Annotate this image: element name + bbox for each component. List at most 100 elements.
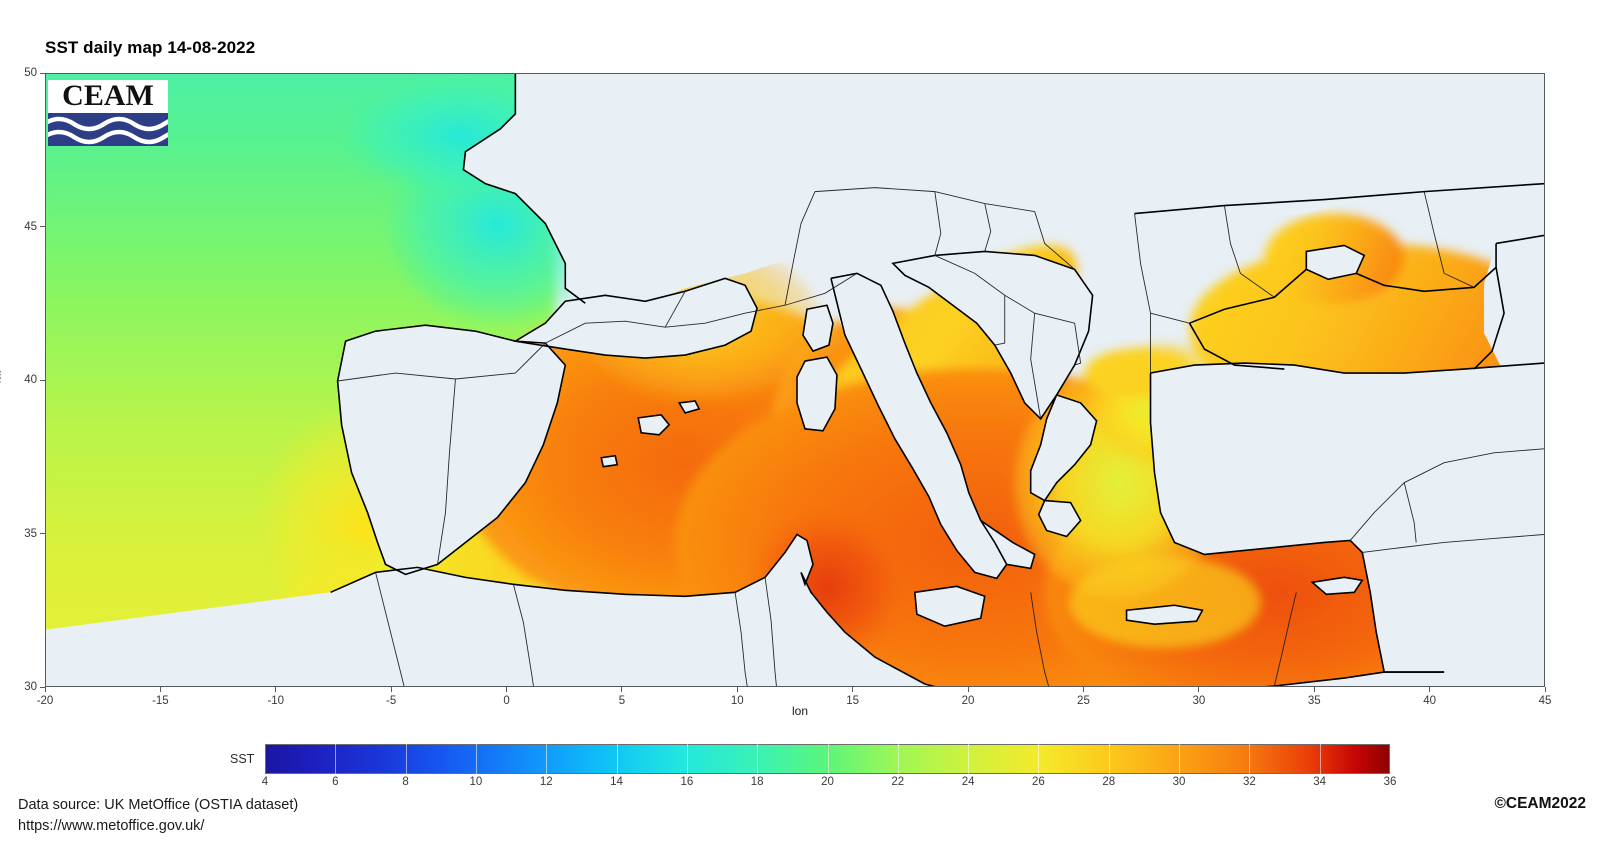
x-tick-mark	[159, 687, 161, 692]
y-tick-label: 45	[24, 220, 37, 233]
colorbar-tick-mark	[405, 744, 407, 774]
x-tick-label: 35	[1307, 695, 1321, 707]
land-anatolia-levant	[1150, 363, 1544, 673]
colorbar-tick-mark	[475, 744, 477, 774]
land-north-africa	[46, 557, 1544, 686]
colorbar-tick-label: 16	[680, 776, 694, 788]
colorbar-tick-mark	[1249, 744, 1251, 774]
y-tick-mark	[40, 226, 45, 227]
y-tick-mark	[40, 686, 45, 688]
colorbar-tick-mark	[1179, 744, 1181, 774]
land-apulia	[980, 520, 1035, 569]
colorbar-tick-mark	[546, 744, 548, 774]
colorbar-tick-label: 22	[891, 776, 905, 788]
land-corsica	[802, 305, 833, 352]
x-tick-mark	[506, 687, 508, 692]
x-tick-label: 25	[1077, 695, 1090, 707]
colorbar[interactable]: 4 6 8 10 12 14 16 18 20 22 24 26 28 30 32 34 36	[262, 744, 1396, 788]
land-iberia	[337, 325, 566, 575]
colorbar-tick-mark	[1390, 744, 1391, 774]
x-tick-mark	[44, 687, 46, 692]
land-italy	[830, 273, 1007, 579]
colorbar-tick-mark	[616, 744, 618, 774]
land-mallorca	[638, 414, 670, 435]
x-tick-label: 30	[1192, 695, 1206, 707]
ceam-logo-waves-icon	[48, 113, 168, 146]
copyright-icon: ©	[1494, 795, 1506, 812]
country-borders-group	[337, 187, 1544, 686]
data-source-url[interactable]: https://www.metoffice.gov.uk/	[18, 818, 205, 835]
colorbar-tick-mark	[1108, 744, 1110, 774]
y-tick-label: 30	[24, 681, 37, 693]
x-tick-label: 5	[618, 695, 626, 707]
page-title: SST daily map 14-08-2022	[45, 38, 256, 57]
colorbar-tick-mark	[1038, 744, 1040, 774]
colorbar-tick-label: 34	[1313, 776, 1327, 788]
colorbar-tick-label: 30	[1172, 776, 1186, 788]
x-axis-label: lon	[791, 704, 808, 718]
x-tick-mark	[1429, 687, 1431, 692]
x-tick-mark	[736, 687, 738, 692]
land-peloponnese	[1038, 500, 1081, 537]
land-caucasus	[1484, 235, 1544, 374]
map-plot-area[interactable]	[45, 73, 1545, 687]
y-tick-label: 50	[24, 67, 37, 79]
colorbar-tick-mark	[897, 744, 899, 774]
y-tick-label: 35	[24, 527, 37, 540]
x-tick-mark	[275, 687, 277, 692]
colorbar-tick-label: 36	[1383, 776, 1397, 788]
land-france-central-europe	[515, 278, 758, 359]
sst-region-south-crete	[1069, 557, 1260, 648]
x-tick-label: 40	[1423, 695, 1437, 707]
x-tick-label: -10	[267, 695, 285, 707]
x-tick-label: 0	[503, 695, 510, 707]
x-tick-mark	[1544, 687, 1546, 692]
coastline-group	[330, 74, 1544, 686]
land-sardinia	[796, 357, 837, 431]
data-source-line1: Data source: UK MetOffice (OSTIA dataset…	[18, 797, 299, 813]
x-tick-label: -5	[386, 695, 397, 707]
colorbar-tick-label: 26	[1032, 776, 1045, 788]
land-ibiza	[601, 455, 618, 467]
x-tick-mark	[621, 687, 623, 692]
colorbar-title: SST	[230, 752, 255, 766]
colorbar-tick-label: 20	[821, 776, 834, 788]
colorbar-tick-label: 24	[961, 776, 975, 788]
colorbar-tick-label: 8	[402, 776, 409, 788]
x-tick-mark	[1313, 687, 1315, 692]
sst-heatmap-canvas	[46, 74, 1544, 686]
x-tick-mark	[852, 687, 854, 692]
land-crete	[1126, 605, 1203, 625]
colorbar-tick-mark	[757, 744, 759, 774]
land-greece	[1030, 394, 1097, 501]
colorbar-tick-mark	[335, 744, 337, 774]
colorbar-tick-label: 28	[1102, 776, 1116, 788]
x-tick-mark	[390, 687, 392, 692]
colorbar-tick-label: 14	[610, 776, 623, 788]
x-tick-label: 10	[730, 695, 744, 707]
colorbar-tick-label: 12	[539, 776, 553, 788]
x-tick-label: -15	[152, 695, 169, 707]
copyright-notice: ©CEAM2022	[1494, 795, 1586, 813]
x-tick-label: 45	[1538, 695, 1552, 707]
colorbar-tick-label: 4	[261, 776, 269, 788]
y-tick-mark	[40, 379, 45, 381]
land-eastern-europe	[1107, 74, 1544, 214]
colorbar-tick-label: 18	[750, 776, 764, 788]
land-tunisia-cap	[765, 534, 813, 593]
x-tick-label: -20	[36, 695, 54, 707]
x-tick-mark	[1082, 687, 1084, 692]
colorbar-tick-label: 32	[1242, 776, 1256, 788]
colorbar-tick-mark	[1319, 744, 1321, 774]
y-tick-label: 40	[24, 374, 37, 386]
y-tick-mark	[40, 533, 45, 534]
colorbar-tick-mark	[827, 744, 829, 774]
land-crimea	[1306, 245, 1365, 280]
x-tick-mark	[1198, 687, 1200, 692]
x-tick-mark	[967, 687, 969, 692]
ceam-logo-wordmark: CEAM	[62, 80, 154, 112]
x-tick-label: 20	[961, 695, 975, 707]
y-axis-label: lat	[0, 370, 4, 384]
y-tick-mark	[40, 72, 45, 74]
land-balkans	[892, 251, 1093, 419]
